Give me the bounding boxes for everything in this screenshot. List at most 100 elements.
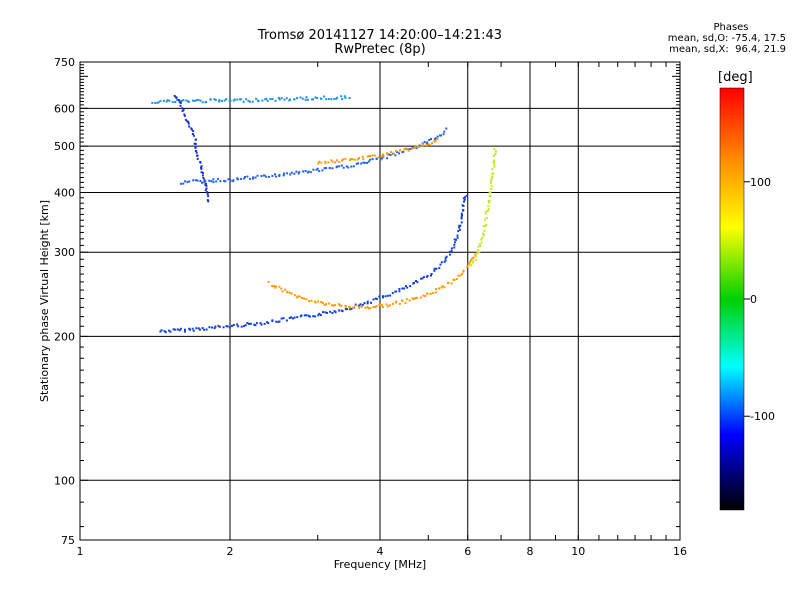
data-point xyxy=(487,199,490,202)
data-point xyxy=(236,178,239,181)
data-point xyxy=(188,180,191,183)
data-point xyxy=(433,269,436,272)
data-point xyxy=(240,325,243,328)
data-point xyxy=(378,295,381,298)
data-point xyxy=(283,98,286,101)
data-point xyxy=(317,162,320,165)
data-point xyxy=(421,277,424,280)
data-point xyxy=(358,304,361,307)
data-point xyxy=(208,179,211,182)
data-point xyxy=(290,316,293,319)
data-point xyxy=(372,306,375,309)
data-point xyxy=(265,175,268,178)
data-point xyxy=(335,165,338,168)
data-point xyxy=(172,328,175,331)
data-point xyxy=(461,214,463,217)
data-point xyxy=(298,171,301,174)
data-point xyxy=(372,298,375,301)
data-point xyxy=(348,97,351,99)
data-point xyxy=(293,294,296,297)
data-point xyxy=(222,326,225,329)
data-point xyxy=(430,138,432,140)
data-point xyxy=(200,167,203,170)
y-tick-label: 75 xyxy=(61,534,75,547)
data-point xyxy=(299,96,302,99)
data-point xyxy=(225,98,228,101)
data-point xyxy=(344,307,347,310)
data-point xyxy=(493,160,496,163)
data-point xyxy=(354,158,357,161)
data-point xyxy=(229,179,232,182)
data-point xyxy=(174,96,177,99)
data-point xyxy=(320,301,323,303)
data-point xyxy=(283,172,285,175)
data-point xyxy=(332,304,334,307)
data-point xyxy=(334,304,336,307)
data-point xyxy=(179,327,182,330)
data-point xyxy=(435,267,438,270)
data-point xyxy=(208,326,211,329)
data-point xyxy=(371,154,374,157)
data-point xyxy=(199,180,202,182)
data-point xyxy=(281,290,284,293)
data-point xyxy=(436,138,439,141)
data-point xyxy=(310,299,313,302)
data-point xyxy=(392,302,395,305)
data-point xyxy=(322,311,324,314)
data-point xyxy=(414,297,417,300)
data-points xyxy=(151,94,497,334)
data-point xyxy=(367,307,370,310)
data-point xyxy=(195,327,198,330)
data-point xyxy=(490,185,493,188)
data-point xyxy=(162,99,165,102)
data-point xyxy=(255,97,258,100)
data-point xyxy=(490,176,493,179)
data-point xyxy=(334,311,337,314)
data-point xyxy=(228,326,231,329)
data-point xyxy=(439,263,442,266)
data-point xyxy=(339,304,342,307)
data-point xyxy=(398,288,401,290)
data-point xyxy=(312,315,315,318)
data-point xyxy=(217,177,220,180)
data-point xyxy=(391,292,394,295)
data-point xyxy=(474,253,477,256)
data-point xyxy=(416,296,419,299)
data-point xyxy=(411,147,414,150)
data-point xyxy=(327,98,330,100)
data-point xyxy=(236,98,239,101)
data-point xyxy=(404,148,407,151)
data-point xyxy=(386,157,389,160)
data-point xyxy=(195,99,198,102)
data-point xyxy=(274,99,277,102)
data-point xyxy=(224,180,227,183)
data-point xyxy=(370,301,372,304)
x-tick-label: 6 xyxy=(464,545,471,558)
data-point xyxy=(157,101,160,104)
data-point xyxy=(303,297,306,300)
data-point xyxy=(171,100,174,103)
data-point xyxy=(163,330,166,333)
data-point xyxy=(445,127,448,130)
data-point xyxy=(183,114,186,117)
data-point xyxy=(342,158,345,161)
data-point xyxy=(278,285,281,288)
data-point xyxy=(450,282,453,285)
data-point xyxy=(490,188,493,190)
data-point xyxy=(151,101,154,104)
data-point xyxy=(201,172,204,174)
data-point xyxy=(259,322,262,325)
data-point xyxy=(369,158,372,161)
data-point xyxy=(314,315,317,318)
data-point xyxy=(193,99,196,102)
data-point xyxy=(193,142,196,145)
data-point xyxy=(409,285,412,288)
data-point xyxy=(173,94,176,97)
data-point xyxy=(366,300,369,303)
data-point xyxy=(355,162,358,165)
data-point xyxy=(375,298,378,300)
data-point xyxy=(413,281,415,284)
data-point xyxy=(202,181,205,184)
data-point xyxy=(200,165,203,168)
data-point xyxy=(415,280,417,282)
